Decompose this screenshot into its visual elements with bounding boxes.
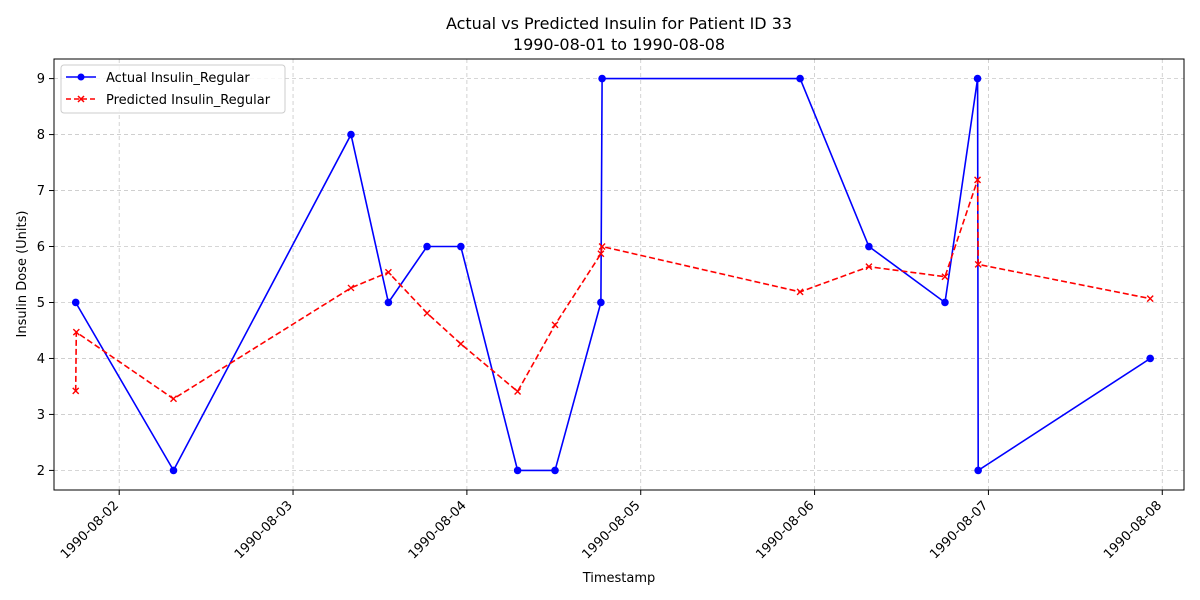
series-line-actual xyxy=(75,77,1151,473)
data-point-actual xyxy=(423,242,431,251)
data-point-actual xyxy=(941,298,949,307)
data-point-predicted xyxy=(457,340,465,348)
chart-subtitle: 1990-08-01 to 1990-08-08 xyxy=(513,35,725,54)
data-point-predicted xyxy=(347,284,355,292)
data-point-actual xyxy=(1146,354,1154,363)
legend-predicted-marker xyxy=(77,95,85,103)
data-point-predicted xyxy=(796,288,804,296)
y-tick-label: 5 xyxy=(37,296,45,311)
y-tick-label: 8 xyxy=(37,128,45,143)
data-point-predicted xyxy=(423,309,431,317)
y-tick-label: 6 xyxy=(37,240,45,255)
y-axis-label: Insulin Dose (Units) xyxy=(15,211,30,338)
data-point-predicted xyxy=(170,395,178,403)
data-point-actual xyxy=(597,298,605,307)
legend: Actual Insulin_Regular Predicted Insulin… xyxy=(60,64,286,114)
chart-title: Actual vs Predicted Insulin for Patient … xyxy=(446,14,792,33)
y-axis-ticks: 2 3 4 5 6 7 8 9 xyxy=(37,72,54,479)
data-point-actual xyxy=(457,242,465,251)
data-point-actual xyxy=(974,466,982,475)
data-point-predicted xyxy=(941,273,949,281)
legend-actual-label: Actual Insulin_Regular xyxy=(106,71,250,86)
data-point-predicted xyxy=(597,250,605,258)
plot-area-frame xyxy=(53,58,1185,491)
data-point-actual xyxy=(384,298,393,307)
legend-actual-marker xyxy=(77,73,85,81)
data-point-actual xyxy=(513,466,522,475)
data-point-predicted xyxy=(1146,295,1154,303)
data-point-actual xyxy=(598,74,606,83)
y-tick-label: 9 xyxy=(37,72,45,87)
series-layer xyxy=(71,74,1154,475)
data-point-actual xyxy=(551,466,559,475)
data-point-predicted xyxy=(598,243,606,251)
data-point-predicted xyxy=(384,268,392,276)
data-point-actual xyxy=(865,242,873,251)
y-tick-label: 2 xyxy=(37,464,45,479)
data-point-predicted xyxy=(974,176,982,184)
y-tick-label: 4 xyxy=(37,352,45,367)
grid-lines xyxy=(54,59,1184,490)
x-axis-label: Timestamp xyxy=(582,571,656,586)
data-point-actual xyxy=(169,466,178,475)
data-point-predicted xyxy=(974,260,982,268)
data-point-predicted xyxy=(514,387,522,395)
legend-predicted-label: Predicted Insulin_Regular xyxy=(106,93,271,108)
data-point-predicted xyxy=(72,328,80,336)
legend-box xyxy=(60,64,286,114)
data-point-predicted xyxy=(551,321,559,329)
data-point-predicted xyxy=(72,387,80,395)
data-point-actual xyxy=(71,298,80,307)
data-point-predicted xyxy=(865,263,873,271)
y-tick-label: 7 xyxy=(37,184,45,199)
data-point-actual xyxy=(347,130,355,139)
y-tick-label: 3 xyxy=(37,408,45,423)
data-point-actual xyxy=(973,74,982,83)
data-point-actual xyxy=(796,74,804,83)
